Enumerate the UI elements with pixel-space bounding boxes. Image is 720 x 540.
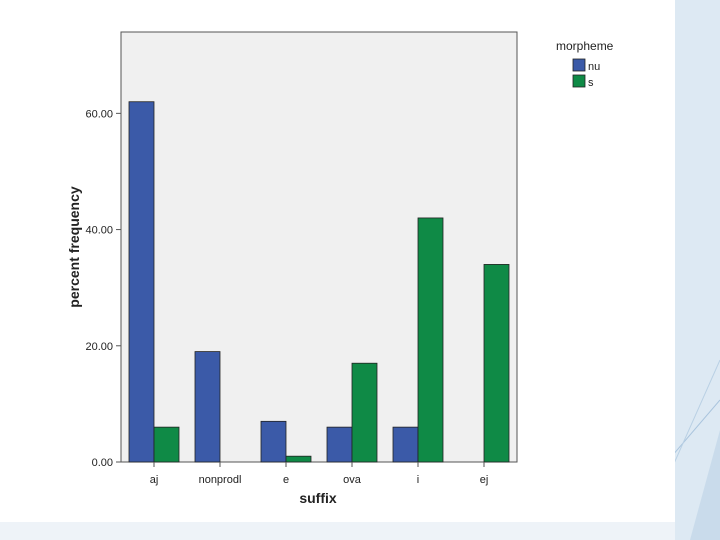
x-axis-title: suffix xyxy=(299,490,337,506)
legend: morpheme nu s xyxy=(556,39,614,89)
bar-nu-nonprodl xyxy=(194,351,221,463)
legend-title: morpheme xyxy=(556,39,614,53)
y-axis-title: percent frequency xyxy=(66,186,82,308)
legend-label-s: s xyxy=(588,77,594,89)
x-tick-label: e xyxy=(283,474,289,486)
x-tick-label: i xyxy=(417,474,419,486)
legend-label-nu: nu xyxy=(588,61,600,73)
y-tick-label: 40.00 xyxy=(85,225,113,237)
bar-s-ej xyxy=(483,264,510,463)
x-tick-label: ova xyxy=(343,474,362,486)
legend-swatch-nu xyxy=(572,58,586,72)
y-tick-label: 0.00 xyxy=(92,457,113,469)
y-tick-label: 60.00 xyxy=(85,108,113,120)
bar-s-aj xyxy=(153,426,180,463)
x-axis: aj nonprodl e ova i ej xyxy=(150,462,489,486)
bars xyxy=(128,101,510,463)
x-tick-label: ej xyxy=(480,474,489,486)
y-axis: 0.00 20.00 40.00 60.00 xyxy=(85,108,121,469)
x-tick-label: aj xyxy=(150,474,159,486)
plot-area xyxy=(120,31,518,463)
y-tick-label: 20.00 xyxy=(85,341,113,353)
x-tick-label: nonprodl xyxy=(199,474,242,486)
bar-nu-aj xyxy=(128,101,155,463)
legend-swatch-s xyxy=(572,74,586,88)
bar-nu-ova xyxy=(326,426,353,463)
bar-chart: 0.00 20.00 40.00 60.00 aj nonprodl e ova i ej pe… xyxy=(66,31,614,506)
bar-s-i xyxy=(417,217,444,463)
bar-nu-i xyxy=(392,426,419,463)
bar-s-ova xyxy=(351,362,378,463)
bar-s-e xyxy=(285,455,312,463)
bar-nu-e xyxy=(260,420,287,463)
chart-slide: 0.00 20.00 40.00 60.00 aj nonprodl e ova i ej pe… xyxy=(66,31,614,506)
